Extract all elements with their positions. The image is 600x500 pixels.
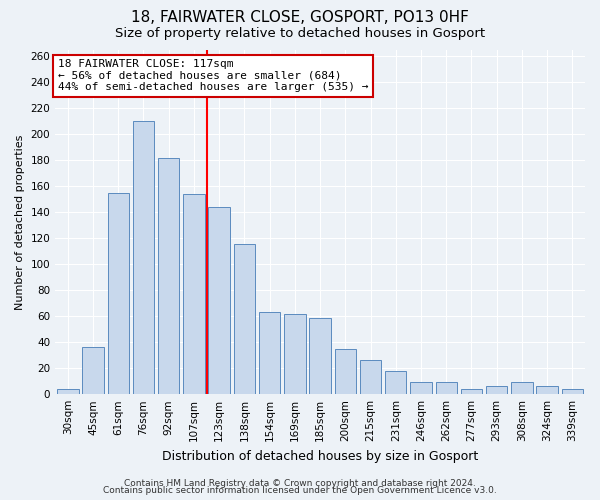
Bar <box>536 386 558 394</box>
Bar <box>82 348 104 394</box>
Text: Contains HM Land Registry data © Crown copyright and database right 2024.: Contains HM Land Registry data © Crown c… <box>124 478 476 488</box>
Bar <box>410 382 432 394</box>
Text: Size of property relative to detached houses in Gosport: Size of property relative to detached ho… <box>115 28 485 40</box>
Bar <box>511 382 533 394</box>
Bar <box>562 389 583 394</box>
Bar <box>233 244 255 394</box>
Bar <box>57 389 79 394</box>
X-axis label: Distribution of detached houses by size in Gosport: Distribution of detached houses by size … <box>162 450 478 462</box>
Bar <box>133 122 154 394</box>
Bar <box>335 348 356 394</box>
Bar <box>310 318 331 394</box>
Text: 18 FAIRWATER CLOSE: 117sqm
← 56% of detached houses are smaller (684)
44% of sem: 18 FAIRWATER CLOSE: 117sqm ← 56% of deta… <box>58 59 368 92</box>
Bar <box>385 371 406 394</box>
Y-axis label: Number of detached properties: Number of detached properties <box>15 134 25 310</box>
Bar <box>158 158 179 394</box>
Bar <box>107 193 129 394</box>
Bar <box>461 389 482 394</box>
Bar <box>284 314 305 394</box>
Bar <box>486 386 508 394</box>
Bar <box>183 194 205 394</box>
Bar <box>360 360 381 394</box>
Bar <box>259 312 280 394</box>
Text: Contains public sector information licensed under the Open Government Licence v3: Contains public sector information licen… <box>103 486 497 495</box>
Bar <box>208 207 230 394</box>
Bar <box>436 382 457 394</box>
Text: 18, FAIRWATER CLOSE, GOSPORT, PO13 0HF: 18, FAIRWATER CLOSE, GOSPORT, PO13 0HF <box>131 10 469 25</box>
